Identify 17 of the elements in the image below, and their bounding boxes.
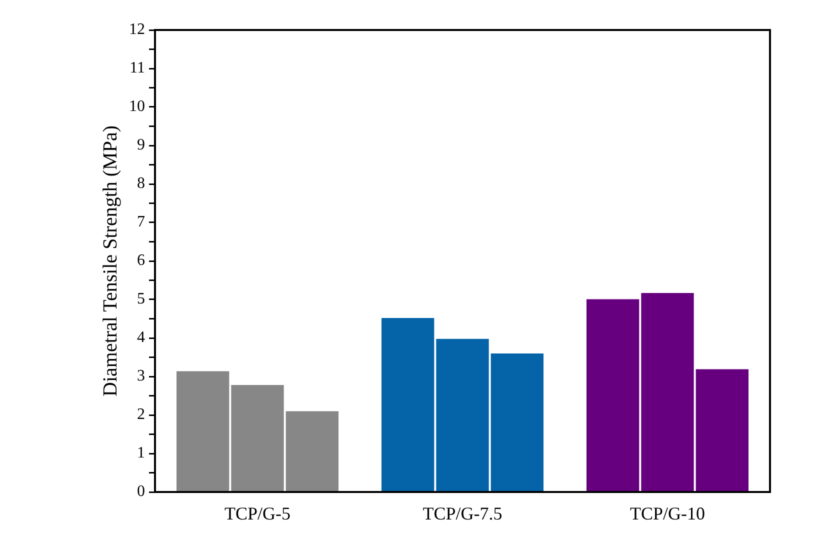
- y-tick-label: 8: [137, 175, 145, 192]
- y-tick-label: 3: [137, 368, 145, 385]
- x-tick-label: TCP/G-10: [630, 504, 706, 524]
- y-tick-label: 5: [137, 290, 145, 308]
- y-tick-label: 2: [137, 406, 145, 424]
- x-tick-label: TCP/G-5: [224, 504, 291, 524]
- y-tick-label: 11: [130, 60, 145, 77]
- y-axis-title: Diametral Tensile Strength (MPa): [99, 126, 122, 396]
- x-tick-label: TCP/G-7.5: [422, 504, 502, 524]
- y-tick-label: 12: [129, 21, 145, 38]
- y-tick-label: 4: [137, 329, 145, 346]
- y-tick-label: 1: [137, 444, 145, 462]
- y-tick-label: 0: [137, 483, 145, 500]
- y-tick-label: 6: [137, 252, 145, 270]
- y-tick-label: 7: [137, 214, 145, 231]
- y-tick-label: 9: [137, 136, 145, 154]
- y-tick-label: 10: [129, 98, 145, 116]
